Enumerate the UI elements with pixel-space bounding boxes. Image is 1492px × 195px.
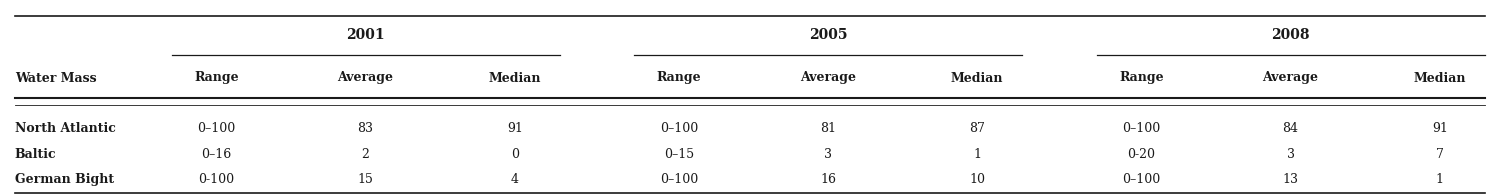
Text: 0–100: 0–100 (659, 122, 698, 135)
Text: Average: Average (800, 72, 856, 84)
Text: North Atlantic: North Atlantic (15, 122, 116, 135)
Text: 81: 81 (821, 122, 836, 135)
Text: 2: 2 (361, 148, 370, 160)
Text: Baltic: Baltic (15, 148, 57, 160)
Text: 83: 83 (358, 122, 373, 135)
Text: 0-100: 0-100 (198, 173, 234, 186)
Text: 2008: 2008 (1271, 28, 1310, 42)
Text: 0–100: 0–100 (1122, 122, 1161, 135)
Text: 1: 1 (1435, 173, 1444, 186)
Text: Average: Average (1262, 72, 1319, 84)
Text: 2005: 2005 (809, 28, 847, 42)
Text: Median: Median (1413, 72, 1467, 84)
Text: 13: 13 (1283, 173, 1298, 186)
Text: 84: 84 (1283, 122, 1298, 135)
Text: Range: Range (656, 72, 701, 84)
Text: 0–100: 0–100 (659, 173, 698, 186)
Text: 91: 91 (1432, 122, 1447, 135)
Text: 7: 7 (1435, 148, 1444, 160)
Text: 3: 3 (824, 148, 833, 160)
Text: Median: Median (488, 72, 542, 84)
Text: 0-20: 0-20 (1128, 148, 1155, 160)
Text: 0–16: 0–16 (201, 148, 231, 160)
Text: 2001: 2001 (346, 28, 385, 42)
Text: 0: 0 (510, 148, 519, 160)
Text: Median: Median (950, 72, 1004, 84)
Text: 0–15: 0–15 (664, 148, 694, 160)
Text: Water Mass: Water Mass (15, 72, 97, 84)
Text: 16: 16 (821, 173, 836, 186)
Text: 3: 3 (1286, 148, 1295, 160)
Text: Range: Range (194, 72, 239, 84)
Text: 91: 91 (507, 122, 522, 135)
Text: 10: 10 (970, 173, 985, 186)
Text: 1: 1 (973, 148, 982, 160)
Text: 87: 87 (970, 122, 985, 135)
Text: 0–100: 0–100 (197, 122, 236, 135)
Text: 15: 15 (358, 173, 373, 186)
Text: 0–100: 0–100 (1122, 173, 1161, 186)
Text: German Bight: German Bight (15, 173, 113, 186)
Text: Range: Range (1119, 72, 1164, 84)
Text: 4: 4 (510, 173, 519, 186)
Text: Average: Average (337, 72, 394, 84)
